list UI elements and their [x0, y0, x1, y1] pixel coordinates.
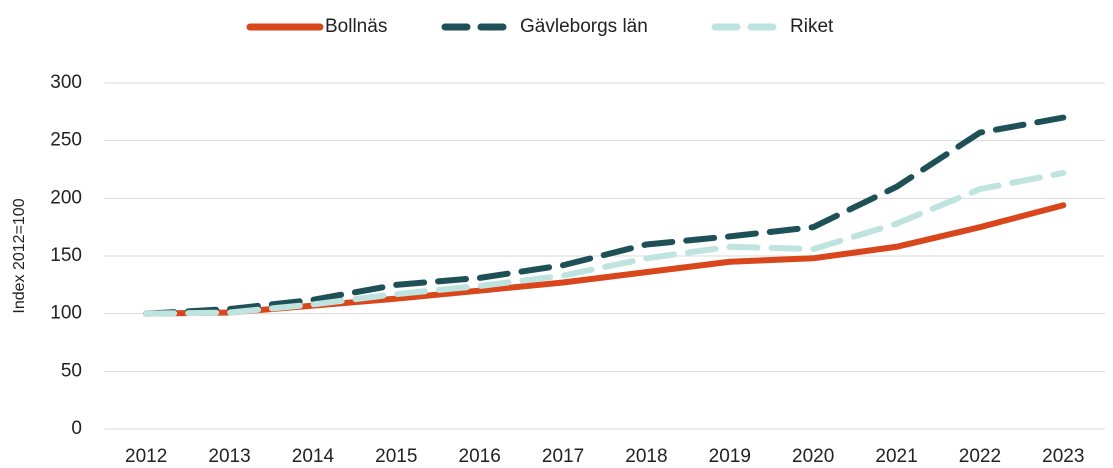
- x-tick-label: 2012: [125, 446, 167, 467]
- x-tick-label: 2018: [625, 446, 667, 467]
- x-tick-label: 2023: [1042, 446, 1084, 467]
- legend-label: Riket: [790, 16, 834, 37]
- line-series: [143, 169, 1067, 317]
- x-tick-label: 2014: [292, 446, 335, 467]
- legend-label: Bollnäs: [325, 16, 387, 37]
- x-tick-label: 2020: [792, 446, 834, 467]
- line-series: [143, 114, 1067, 317]
- x-tick-label: 2013: [208, 446, 250, 467]
- y-tick-label: 50: [61, 360, 82, 381]
- y-tick-label: 300: [50, 72, 82, 93]
- y-tick-label: 100: [50, 303, 82, 324]
- x-tick-label: 2019: [709, 446, 751, 467]
- x-tick-label: 2017: [542, 446, 584, 467]
- y-tick-label: 250: [50, 130, 82, 151]
- x-tick-label: 2021: [875, 446, 917, 467]
- line-series: [143, 202, 1067, 317]
- y-tick-label: 0: [71, 418, 82, 439]
- x-tick-label: 2015: [375, 446, 417, 467]
- x-tick-label: 2016: [459, 446, 501, 467]
- x-tick-label: 2022: [959, 446, 1001, 467]
- y-tick-label: 150: [50, 245, 82, 266]
- legend-label: Gävleborgs län: [520, 16, 648, 37]
- y-tick-label: 200: [50, 187, 82, 208]
- y-axis-label: Index 2012=100: [11, 198, 28, 313]
